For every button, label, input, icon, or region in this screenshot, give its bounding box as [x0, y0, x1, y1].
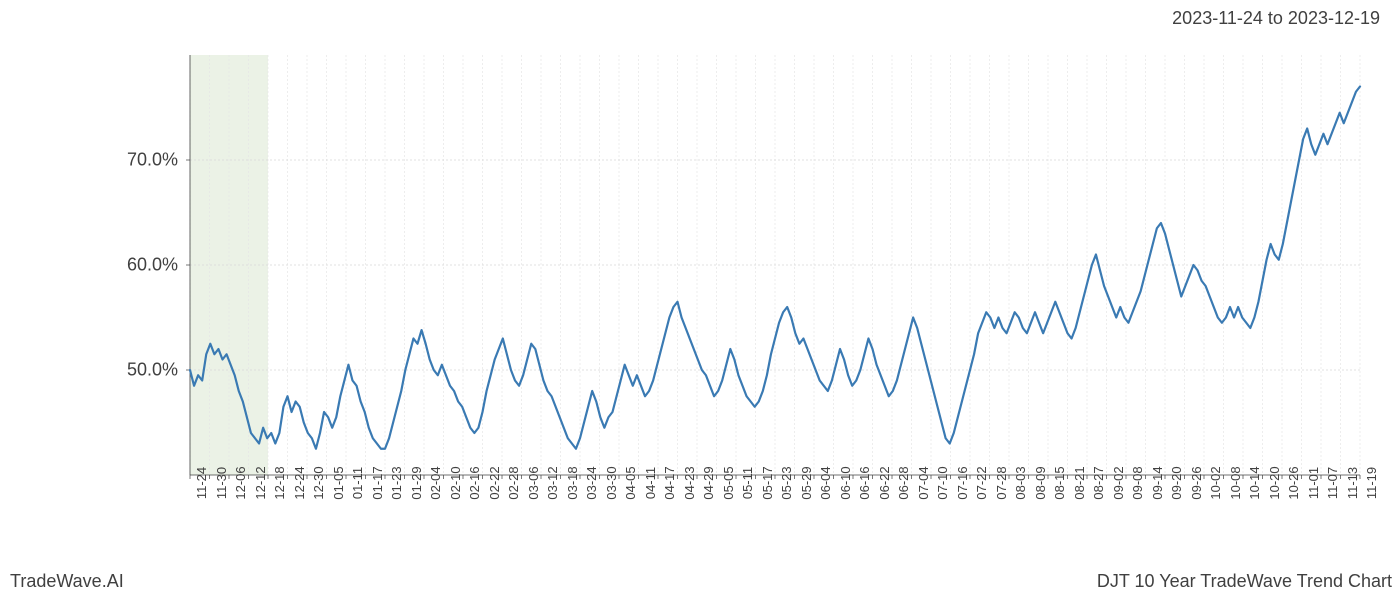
x-tick-label: 07-28: [994, 466, 1009, 499]
y-tick-label: 60.0%: [127, 255, 178, 276]
x-tick-label: 12-24: [292, 466, 307, 499]
x-tick-label: 11-07: [1325, 467, 1340, 499]
x-tick-label: 10-02: [1208, 466, 1223, 499]
x-tick-label: 01-29: [409, 466, 424, 499]
x-tick-label: 11-19: [1364, 467, 1379, 499]
x-tick-label: 09-20: [1169, 466, 1184, 499]
x-tick-label: 02-22: [487, 466, 502, 499]
x-tick-label: 03-06: [526, 466, 541, 499]
x-tick-label: 11-24: [194, 467, 209, 499]
x-tick-label: 08-21: [1072, 466, 1087, 499]
x-tick-label: 10-08: [1228, 466, 1243, 499]
x-tick-label: 07-10: [935, 466, 950, 499]
x-tick-label: 12-18: [272, 466, 287, 499]
x-tick-label: 10-20: [1267, 466, 1282, 499]
x-tick-label: 06-22: [877, 466, 892, 499]
x-tick-label: 11-13: [1345, 467, 1360, 499]
x-tick-label: 03-18: [565, 466, 580, 499]
x-tick-label: 04-29: [701, 466, 716, 499]
x-tick-label: 09-14: [1150, 466, 1165, 499]
x-tick-label: 04-17: [662, 466, 677, 499]
x-tick-label: 01-23: [389, 466, 404, 499]
x-tick-label: 02-10: [448, 466, 463, 499]
x-tick-label: 02-04: [428, 466, 443, 499]
x-tick-label: 07-16: [955, 466, 970, 499]
trend-chart: 50.0% 60.0% 70.0% 11-24 11-30 12-06 12-12 12-1…: [0, 35, 1400, 565]
x-tick-label: 07-22: [974, 466, 989, 499]
x-tick-label: 03-30: [604, 466, 619, 499]
x-tick-label: 05-11: [740, 467, 755, 499]
x-tick-label: 12-12: [253, 466, 268, 499]
x-tick-label: 12-30: [311, 466, 326, 499]
date-range-label: 2023-11-24 to 2023-12-19: [1172, 8, 1380, 29]
x-tick-label: 09-02: [1111, 466, 1126, 499]
x-tick-label: 11-01: [1306, 467, 1321, 499]
brand-label: TradeWave.AI: [10, 571, 124, 592]
x-tick-label: 06-10: [838, 466, 853, 499]
x-tick-label: 09-08: [1130, 466, 1145, 499]
y-tick-label: 70.0%: [127, 150, 178, 171]
x-tick-label: 01-17: [370, 466, 385, 499]
x-tick-label: 02-28: [506, 466, 521, 499]
x-tick-label: 08-15: [1052, 466, 1067, 499]
x-tick-label: 05-29: [799, 466, 814, 499]
y-tick-label: 50.0%: [127, 360, 178, 381]
x-tick-label: 07-04: [916, 466, 931, 499]
x-tick-label: 10-26: [1286, 466, 1301, 499]
x-tick-label: 10-14: [1247, 466, 1262, 499]
x-tick-label: 08-27: [1091, 466, 1106, 499]
x-tick-label: 08-03: [1013, 466, 1028, 499]
x-tick-label: 05-23: [779, 466, 794, 499]
x-tick-label: 01-11: [350, 467, 365, 499]
x-tick-label: 03-12: [545, 466, 560, 499]
x-tick-label: 08-09: [1033, 466, 1048, 499]
x-tick-label: 01-05: [331, 466, 346, 499]
x-tick-label: 12-06: [233, 466, 248, 499]
chart-title-label: DJT 10 Year TradeWave Trend Chart: [1097, 571, 1392, 592]
x-tick-label: 06-16: [857, 466, 872, 499]
x-tick-label: 06-28: [896, 466, 911, 499]
x-tick-label: 04-23: [682, 466, 697, 499]
x-tick-label: 04-05: [623, 466, 638, 499]
x-tick-label: 04-11: [643, 467, 658, 499]
x-tick-label: 02-16: [467, 466, 482, 499]
x-tick-label: 11-30: [214, 467, 229, 499]
x-tick-label: 03-24: [584, 466, 599, 499]
x-tick-label: 09-26: [1189, 466, 1204, 499]
x-tick-label: 06-04: [818, 466, 833, 499]
x-tick-label: 05-05: [721, 466, 736, 499]
x-tick-label: 05-17: [760, 466, 775, 499]
